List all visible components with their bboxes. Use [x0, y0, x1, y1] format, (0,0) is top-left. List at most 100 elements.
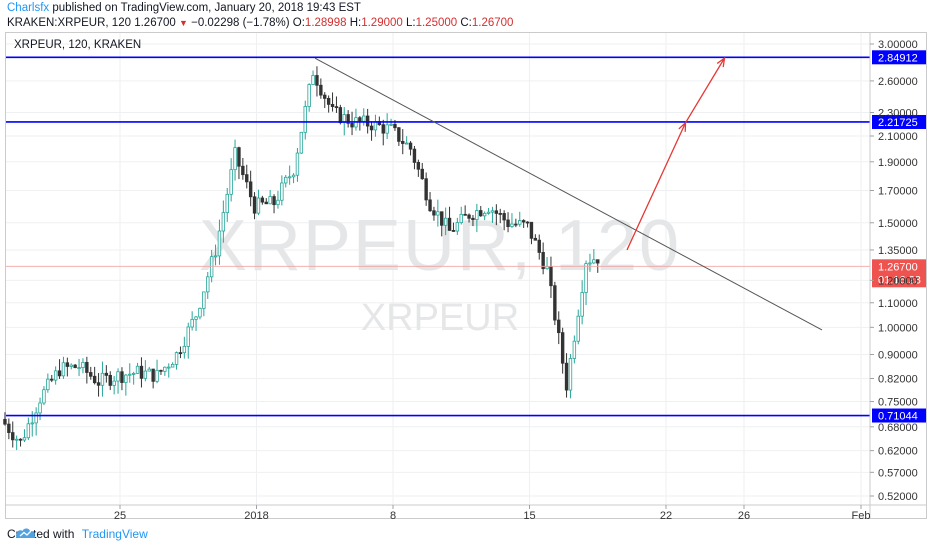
candle-body	[451, 230, 456, 232]
price-tick-label: 1.70000	[878, 185, 918, 197]
down-arrow-icon: ▼	[178, 18, 188, 28]
footer: Created with TradingView	[7, 527, 148, 541]
candle-body	[584, 263, 588, 293]
high-label: H:	[349, 17, 362, 29]
candle-body	[217, 230, 222, 257]
candle-body	[521, 220, 526, 223]
price-tick-label: 3.00000	[878, 39, 918, 51]
publish-line: Charlsfx published on TradingView.com, J…	[7, 2, 361, 14]
price-tick-label: 0.62000	[878, 446, 918, 458]
candle-body	[182, 345, 187, 354]
candle-body	[346, 114, 350, 124]
price-tick-label: 1.90000	[878, 157, 918, 169]
candle-body	[564, 362, 569, 391]
candle-body	[592, 259, 596, 264]
candle-body	[307, 84, 311, 107]
candle-body	[303, 106, 307, 133]
chart-frame[interactable]	[5, 32, 927, 519]
candle-body	[245, 174, 249, 183]
candle-body	[502, 213, 506, 221]
candle-body	[100, 372, 105, 386]
candle-body	[167, 366, 171, 369]
candle-body	[151, 368, 155, 382]
last-price-tag	[872, 259, 926, 288]
candle-body	[155, 369, 159, 382]
time-tick-label: Feb	[852, 510, 871, 522]
candle-body	[194, 316, 198, 320]
change-value: −0.02298 (−1.78%)	[191, 17, 290, 29]
candle-body	[428, 199, 432, 212]
candle-body	[61, 362, 66, 377]
level-price-label: 2.21725	[878, 117, 918, 129]
candle-body	[412, 148, 417, 163]
candle-body	[334, 106, 339, 109]
low-value: 1.25000	[415, 17, 458, 29]
candle-body	[330, 103, 335, 108]
candle-body	[323, 94, 327, 99]
candle-body	[447, 217, 452, 231]
candle-body	[186, 326, 190, 347]
candle-body	[73, 364, 77, 369]
candle-body	[38, 402, 42, 414]
candle-body	[350, 122, 354, 128]
descending-trendline	[314, 57, 823, 331]
candle-body	[11, 432, 15, 441]
candle-body	[213, 255, 218, 258]
author-link[interactable]: Charlsfx	[7, 2, 50, 14]
tradingview-brand-link[interactable]: TradingView	[81, 527, 148, 541]
candle-body	[291, 174, 296, 178]
candle-body	[369, 125, 374, 131]
candle-body	[272, 196, 276, 206]
candle-body	[326, 97, 331, 105]
time-tick-label: 26	[738, 510, 750, 522]
candle-body	[116, 371, 120, 382]
ohlc-line: KRAKEN:XRPEUR, 120 1.26700 ▼ −0.02298 (−…	[7, 17, 513, 29]
candle-body	[416, 162, 421, 170]
time-tick-label: 2018	[244, 510, 268, 522]
candle-body	[455, 222, 460, 232]
candle-body	[510, 223, 514, 227]
candle-body	[260, 197, 265, 203]
candle-body	[139, 365, 144, 379]
candle-body	[588, 262, 592, 265]
candle-body	[7, 423, 11, 433]
candle-body	[545, 266, 549, 270]
candle-body	[284, 176, 288, 184]
level-price-label: 0.71044	[878, 411, 918, 423]
open-value: 1.28998	[304, 17, 347, 29]
candle-body	[163, 366, 167, 372]
level-price-tag	[872, 114, 926, 129]
candle-body	[221, 212, 226, 232]
candle-body	[557, 319, 561, 334]
candle-body	[471, 217, 475, 221]
time-tick-label: 8	[390, 510, 396, 522]
candle-body	[482, 212, 487, 217]
price-tick-label: 0.52000	[878, 491, 918, 503]
tradingview-cloud-icon	[15, 528, 36, 538]
candle-body	[53, 370, 58, 381]
close-value: 1.26700	[471, 17, 514, 29]
candle-body	[432, 210, 436, 216]
candle-body	[174, 352, 179, 365]
time-tick-label: 15	[523, 510, 535, 522]
candle-body	[443, 217, 448, 226]
candle-body	[537, 239, 541, 253]
published-text: published on TradingView.com, January 20…	[49, 2, 361, 14]
candle-body	[252, 196, 257, 214]
chart-header: Charlsfx published on TradingView.com, J…	[0, 0, 932, 30]
candle-body	[553, 285, 557, 321]
candle-body	[124, 374, 128, 383]
candle-body	[568, 358, 573, 391]
time-tick-label: 25	[114, 510, 126, 522]
candle-body	[3, 418, 7, 425]
price-tick-label: 0.90000	[878, 350, 918, 362]
candle-body	[81, 361, 85, 369]
candle-body	[459, 213, 463, 224]
time-axis: 25 2018 8 15 22 26 Feb	[6, 504, 926, 522]
candle-body	[256, 197, 261, 214]
candle-body	[202, 291, 206, 309]
candle-body	[518, 220, 522, 225]
candle-body	[529, 221, 534, 239]
